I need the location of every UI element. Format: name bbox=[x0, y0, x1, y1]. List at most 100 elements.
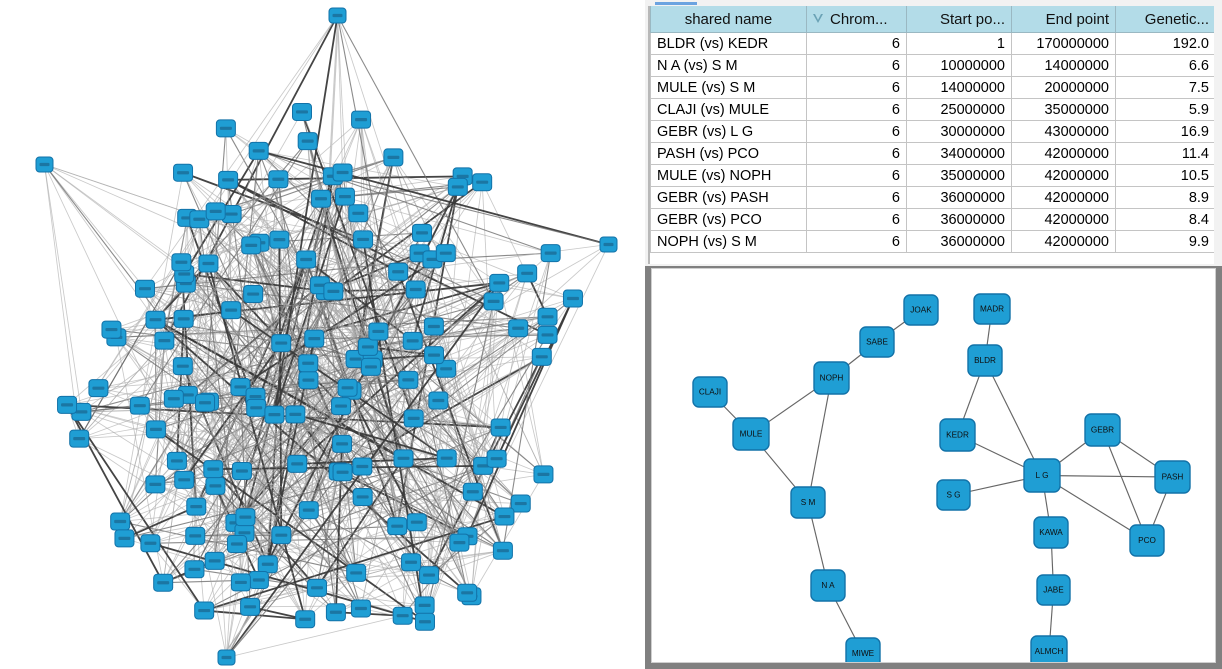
main-network-node[interactable] bbox=[287, 454, 308, 473]
main-network-node[interactable] bbox=[483, 292, 504, 311]
main-network-node[interactable] bbox=[248, 570, 269, 589]
main-network-edge[interactable] bbox=[419, 253, 504, 551]
main-network-edge[interactable] bbox=[66, 404, 298, 465]
main-network-node[interactable] bbox=[110, 512, 131, 531]
main-network-edge[interactable] bbox=[226, 443, 343, 658]
sub-network-node[interactable]: PASH bbox=[1154, 460, 1191, 494]
node-shape[interactable] bbox=[1084, 413, 1121, 447]
main-network-node[interactable] bbox=[325, 603, 346, 622]
table-cell-chromosome[interactable]: 6 bbox=[806, 120, 907, 143]
main-network-node[interactable] bbox=[257, 555, 278, 574]
node-shape[interactable] bbox=[1129, 524, 1165, 557]
main-network-node[interactable] bbox=[332, 463, 353, 482]
main-network-edge[interactable] bbox=[413, 259, 433, 419]
main-network-edge[interactable] bbox=[231, 213, 497, 460]
main-network-node[interactable] bbox=[428, 391, 449, 410]
main-network-node[interactable] bbox=[423, 317, 444, 336]
table-cell-shared_name[interactable]: BLDR (vs) KEDR bbox=[650, 32, 807, 55]
main-network-node[interactable] bbox=[215, 119, 236, 138]
table-cell-genetic[interactable]: 8.9 bbox=[1115, 186, 1214, 209]
main-network-edge[interactable] bbox=[337, 15, 495, 302]
main-network-edge[interactable] bbox=[155, 428, 426, 623]
main-network-node[interactable] bbox=[533, 465, 554, 484]
main-network-node[interactable] bbox=[383, 148, 404, 167]
main-network-node[interactable] bbox=[271, 334, 292, 353]
sub-network-node[interactable]: L G bbox=[1023, 458, 1061, 493]
main-network-edge[interactable] bbox=[119, 401, 210, 522]
main-network-edge[interactable] bbox=[81, 411, 468, 537]
edge-table[interactable]: shared name Chrom... Start po... End poi… bbox=[650, 6, 1214, 253]
main-network-node[interactable] bbox=[414, 612, 435, 631]
main-network-edge[interactable] bbox=[278, 239, 283, 536]
main-network-node[interactable] bbox=[406, 513, 427, 532]
main-network-node[interactable] bbox=[311, 189, 332, 208]
main-network-view[interactable] bbox=[0, 0, 645, 669]
main-network-edge[interactable] bbox=[305, 258, 414, 342]
table-row[interactable]: MULE (vs) S M 6 14000000 20000000 7.5 bbox=[650, 76, 1214, 99]
main-network-edge[interactable] bbox=[307, 141, 426, 622]
main-network-edge[interactable] bbox=[362, 238, 494, 302]
table-cell-end_point[interactable]: 170000000 bbox=[1011, 32, 1116, 55]
main-network-edge[interactable] bbox=[225, 127, 346, 197]
main-network-edge[interactable] bbox=[517, 328, 544, 475]
node-shape[interactable] bbox=[973, 293, 1011, 325]
main-network-edge[interactable] bbox=[78, 438, 337, 613]
main-network-node[interactable] bbox=[145, 310, 166, 329]
node-shape[interactable] bbox=[1036, 574, 1071, 606]
main-network-node[interactable] bbox=[173, 163, 194, 182]
main-network-edge[interactable] bbox=[204, 572, 357, 611]
table-cell-shared_name[interactable]: GEBR (vs) L G bbox=[650, 120, 807, 143]
main-network-edge[interactable] bbox=[44, 164, 282, 344]
main-network-node[interactable] bbox=[69, 429, 90, 448]
main-network-node[interactable] bbox=[510, 494, 531, 513]
table-cell-genetic[interactable]: 11.4 bbox=[1115, 142, 1214, 165]
main-network-edge[interactable] bbox=[332, 176, 448, 459]
sub-network-node[interactable]: ALMCH bbox=[1030, 635, 1068, 662]
main-network-node[interactable] bbox=[332, 434, 353, 453]
main-network-node[interactable] bbox=[494, 507, 515, 526]
table-cell-start_point[interactable]: 1 bbox=[906, 32, 1012, 55]
main-network-node[interactable] bbox=[540, 244, 561, 263]
main-network-edge[interactable] bbox=[332, 181, 483, 293]
table-cell-genetic[interactable]: 5.9 bbox=[1115, 98, 1214, 121]
table-cell-chromosome[interactable]: 6 bbox=[806, 54, 907, 77]
main-network-node[interactable] bbox=[350, 599, 371, 618]
main-network-edge[interactable] bbox=[336, 15, 415, 419]
main-network-edge[interactable] bbox=[214, 214, 233, 561]
main-network-edge[interactable] bbox=[308, 119, 362, 511]
main-network-edge[interactable] bbox=[226, 496, 364, 658]
sub-network-node[interactable]: S M bbox=[790, 486, 826, 519]
main-network-edge[interactable] bbox=[249, 561, 412, 608]
main-network-node[interactable] bbox=[296, 250, 317, 269]
main-network-node[interactable] bbox=[235, 508, 256, 527]
main-network-node[interactable] bbox=[35, 156, 54, 173]
main-network-node[interactable] bbox=[271, 526, 292, 545]
main-network-edge[interactable] bbox=[66, 365, 183, 406]
main-network-node[interactable] bbox=[173, 309, 194, 328]
main-network-edge[interactable] bbox=[163, 340, 175, 399]
main-network-edge[interactable] bbox=[433, 354, 504, 551]
main-network-edge[interactable] bbox=[226, 532, 245, 658]
main-network-node[interactable] bbox=[348, 204, 369, 223]
main-network-node[interactable] bbox=[531, 347, 552, 366]
main-network-node[interactable] bbox=[101, 320, 122, 339]
node-shape[interactable] bbox=[1033, 516, 1069, 549]
table-cell-chromosome[interactable]: 6 bbox=[806, 208, 907, 231]
node-shape[interactable] bbox=[967, 344, 1003, 377]
main-network-node[interactable] bbox=[246, 398, 267, 417]
main-network-node[interactable] bbox=[457, 583, 478, 602]
main-network-node[interactable] bbox=[268, 170, 289, 189]
main-network-node[interactable] bbox=[185, 526, 206, 545]
main-network-node[interactable] bbox=[352, 487, 373, 506]
main-network-node[interactable] bbox=[486, 449, 507, 468]
node-shape[interactable] bbox=[1154, 460, 1191, 494]
main-network-node[interactable] bbox=[154, 331, 175, 350]
table-cell-chromosome[interactable]: 6 bbox=[806, 142, 907, 165]
edge-table-panel[interactable]: shared name Chrom... Start po... End poi… bbox=[645, 0, 1222, 266]
main-network-edge[interactable] bbox=[249, 503, 521, 608]
table-cell-chromosome[interactable]: 6 bbox=[806, 186, 907, 209]
main-network-node[interactable] bbox=[153, 573, 174, 592]
main-network-node[interactable] bbox=[172, 357, 193, 376]
main-network-node[interactable] bbox=[405, 280, 426, 299]
main-network-node[interactable] bbox=[403, 409, 424, 428]
